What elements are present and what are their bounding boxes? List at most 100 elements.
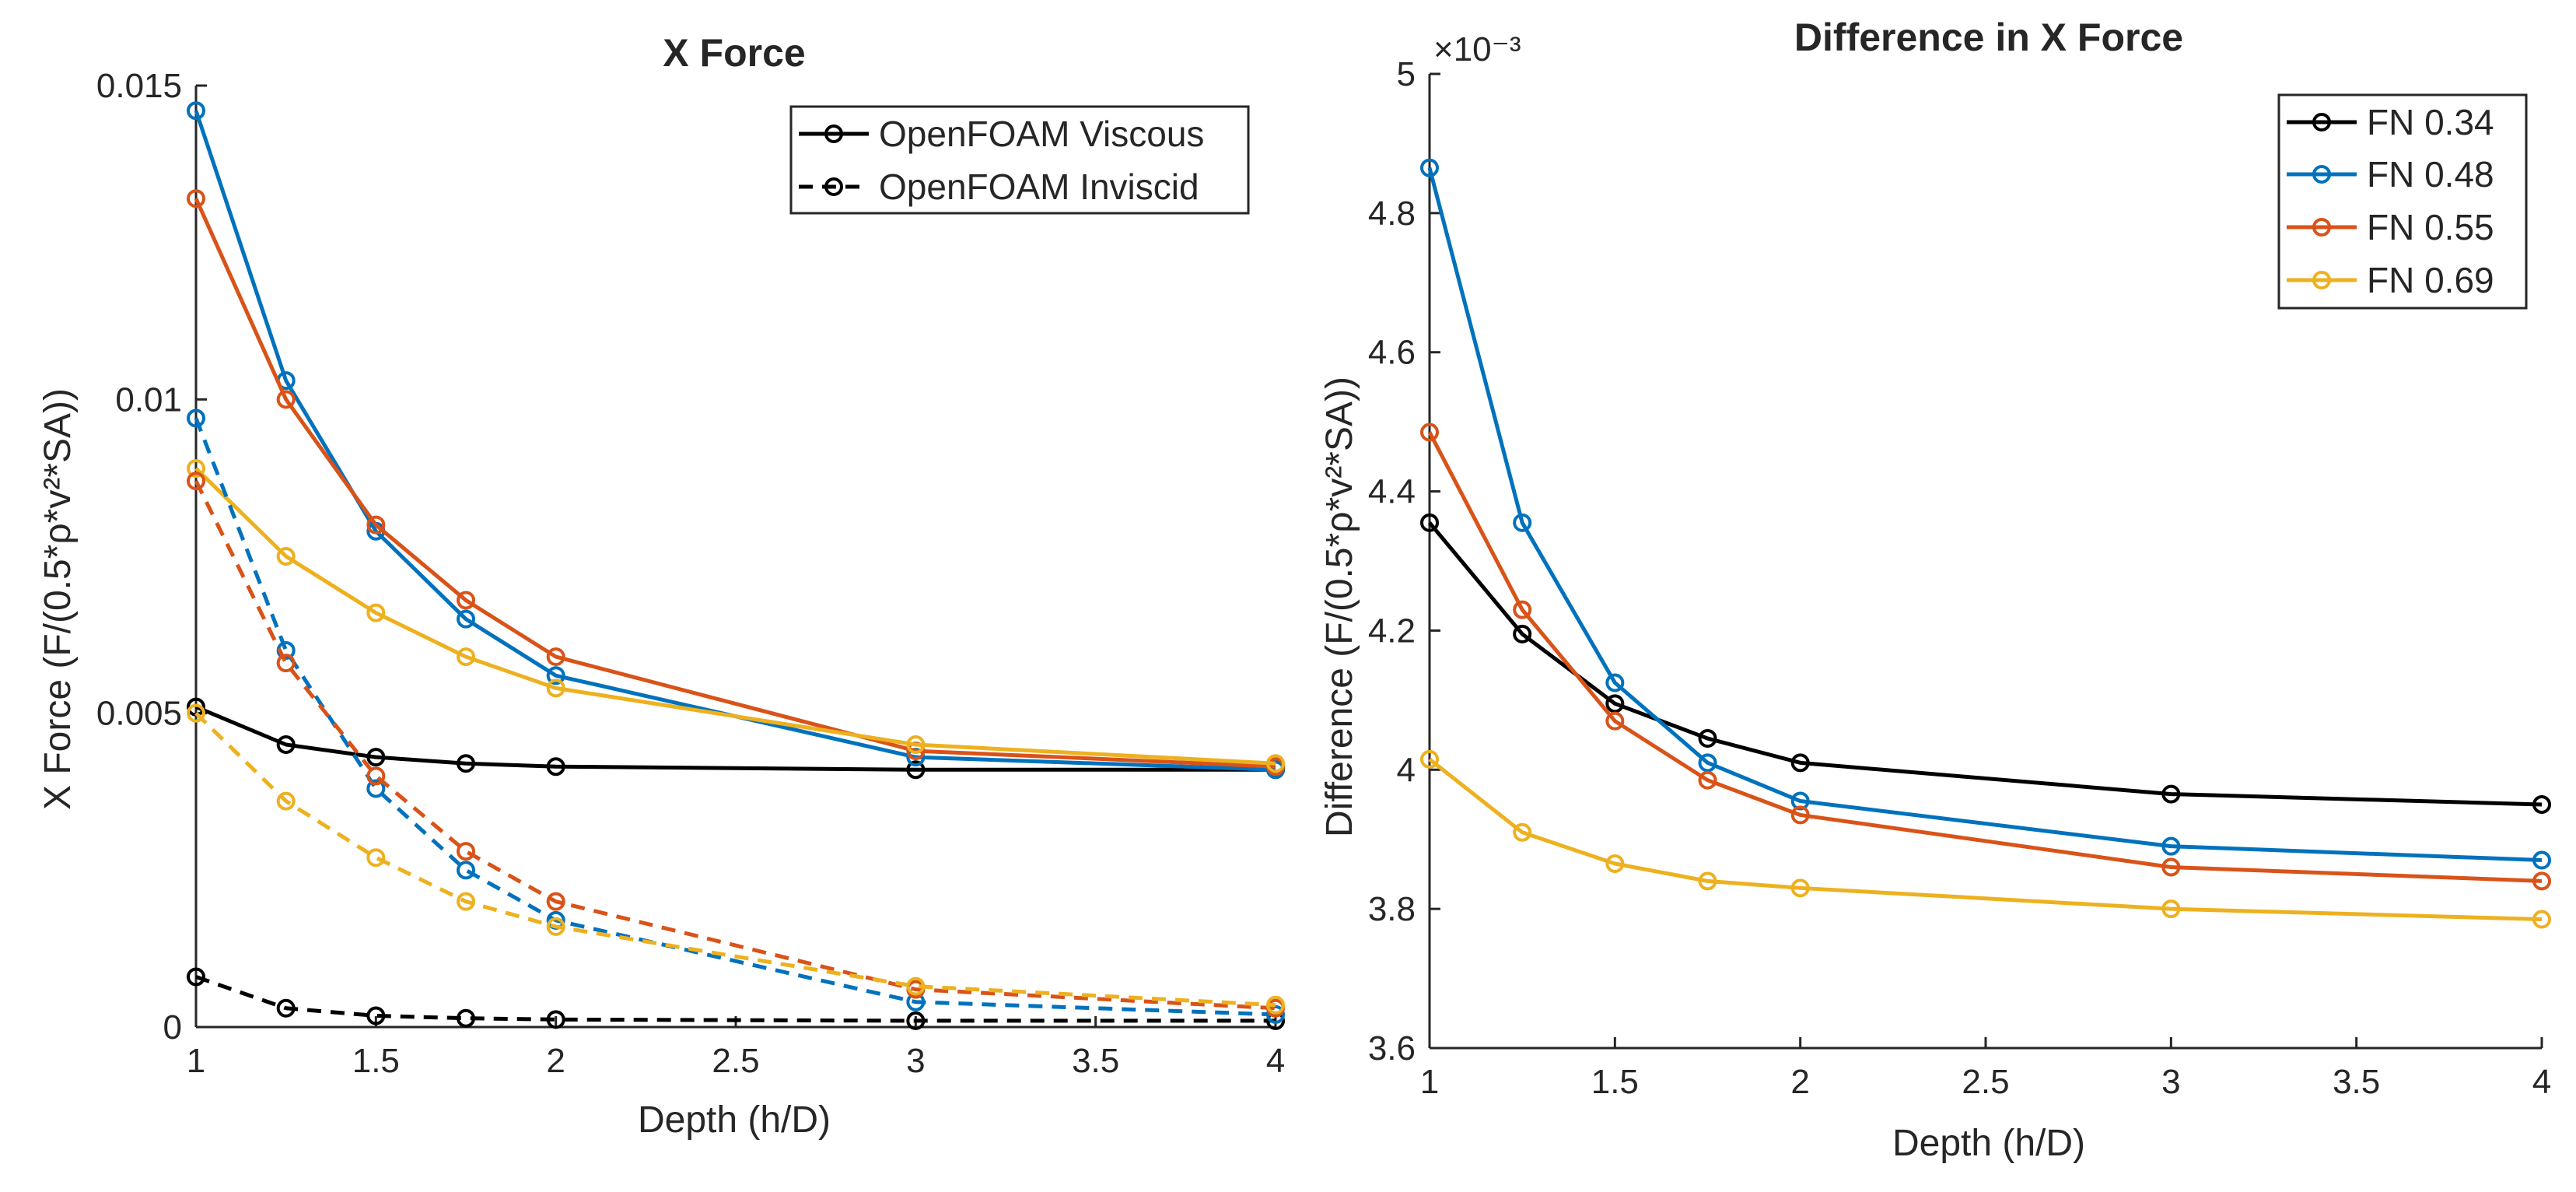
data-point-fn-0-55-inviscid — [276, 654, 296, 673]
legend-marker-inviscid — [824, 177, 843, 196]
data-point-fn-0-34 — [1420, 513, 1439, 532]
legend-label-fn069: FN 0.69 — [2367, 260, 2494, 300]
data-point-fn-0-34-inviscid — [906, 1011, 926, 1030]
x-tick-label: 3.5 — [1072, 1042, 1119, 1080]
legend-marker-fn048 — [2312, 165, 2331, 184]
x-force-chart: X Force Depth (h/D) X Force (F/(0.5*ρ*v²… — [37, 31, 1285, 1141]
data-point-fn-0-48-inviscid — [187, 408, 205, 428]
data-point-fn-0-34-inviscid — [187, 967, 205, 987]
legend-marker-fn055 — [2312, 218, 2331, 237]
data-point-fn-0-55 — [1513, 600, 1532, 619]
data-point-fn-0-34-viscous — [457, 754, 475, 773]
series-line-fn-0-55-viscous — [194, 198, 1276, 769]
y-tick-label: 4.2 — [1368, 612, 1416, 650]
y-axis-label: X Force (F/(0.5*ρ*v²*SA)) — [37, 388, 79, 810]
data-point-fn-0-55-viscous — [187, 189, 205, 209]
data-point-fn-0-69-viscous — [276, 547, 296, 566]
data-point-fn-0-55 — [1605, 711, 1625, 731]
y-tick-label: 3.6 — [1368, 1029, 1416, 1068]
series-line-fn-0-48-inviscid — [194, 417, 1276, 1017]
y-tick-label: 0 — [163, 1008, 182, 1047]
data-point-fn-0-48 — [2532, 850, 2551, 870]
data-point-fn-0-55-viscous — [276, 390, 296, 409]
x-tick-label: 2 — [546, 1042, 565, 1080]
y-tick-label: 0.015 — [96, 67, 182, 105]
data-point-fn-0-69-viscous — [187, 459, 205, 479]
data-point-fn-0-55-viscous — [366, 515, 386, 535]
x-tick-label: 3.5 — [2333, 1063, 2380, 1101]
x-tick-label: 2 — [1790, 1063, 1809, 1101]
legend-marker-viscous — [824, 124, 843, 143]
data-point-fn-0-34 — [1513, 624, 1532, 643]
x-tick-label: 1.5 — [352, 1042, 400, 1080]
data-point-fn-0-48-viscous — [457, 609, 475, 629]
data-point-fn-0-55-inviscid — [546, 892, 565, 911]
data-point-fn-0-34 — [1698, 729, 1717, 749]
data-point-fn-0-55-inviscid — [366, 766, 386, 786]
data-point-fn-0-69-inviscid — [366, 848, 386, 868]
data-point-fn-0-69-viscous — [906, 735, 926, 754]
data-point-fn-0-34 — [2532, 795, 2551, 814]
x-tick-label: 1.5 — [1591, 1063, 1639, 1101]
data-point-fn-0-48 — [1698, 753, 1717, 773]
data-point-fn-0-69-inviscid — [457, 892, 475, 911]
data-point-fn-0-34 — [2161, 784, 2181, 804]
data-point-fn-0-48-viscous — [187, 101, 205, 121]
y-tick-label: 4.8 — [1368, 195, 1416, 233]
data-point-fn-0-69-inviscid — [1266, 995, 1285, 1015]
x-tick-label: 3 — [906, 1042, 925, 1080]
data-point-fn-0-69-inviscid — [546, 917, 565, 936]
data-point-fn-0-34-viscous — [546, 757, 565, 777]
data-point-fn-0-48 — [2161, 836, 2181, 856]
data-point-fn-0-48-inviscid — [457, 861, 475, 880]
y-tick-label: 3.8 — [1368, 890, 1416, 928]
legend-marker-fn034 — [2312, 113, 2331, 131]
x-tick-label: 1 — [1420, 1063, 1439, 1101]
exponent-label: ×10⁻³ — [1433, 30, 1521, 68]
legend: OpenFOAM Viscous OpenFOAM Inviscid — [789, 105, 1250, 215]
data-point-fn-0-69-viscous — [546, 678, 565, 698]
data-point-fn-0-48-inviscid — [366, 779, 386, 798]
data-point-fn-0-69 — [1790, 878, 1810, 898]
x-tick-label: 4 — [1266, 1042, 1285, 1080]
series-line-fn-0-69-viscous — [194, 467, 1276, 766]
legend-marker-fn069 — [2312, 271, 2331, 289]
y-tick-label: 4.6 — [1368, 334, 1416, 372]
data-point-fn-0-48 — [1605, 673, 1625, 692]
data-point-fn-0-69-viscous — [457, 647, 475, 667]
data-point-fn-0-34 — [1790, 753, 1810, 773]
data-point-fn-0-69-viscous — [1266, 754, 1285, 773]
series-line-fn-0-69 — [1428, 757, 2543, 922]
series-line-fn-0-55 — [1427, 431, 2543, 883]
x-axis-label: Depth (h/D) — [638, 1099, 831, 1141]
x-axis-label: Depth (h/D) — [1892, 1123, 2085, 1164]
data-point-fn-0-69 — [2161, 899, 2181, 919]
data-point-fn-0-55-viscous — [546, 647, 565, 667]
y-tick-label: 4 — [1397, 751, 1416, 789]
series-line-fn-0-34-viscous — [195, 705, 1276, 772]
x-tick-label: 3 — [2161, 1063, 2180, 1101]
y-tick-label: 0.01 — [115, 380, 182, 419]
data-point-fn-0-34-viscous — [366, 748, 386, 767]
series-line-fn-0-48 — [1427, 167, 2543, 863]
chart-title: Difference in X Force — [1794, 16, 2183, 59]
legend-label-inviscid: OpenFOAM Inviscid — [879, 167, 1199, 207]
legend-label-fn055: FN 0.55 — [2367, 207, 2494, 247]
data-point-fn-0-69-inviscid — [276, 791, 296, 811]
data-point-fn-0-69 — [1698, 871, 1717, 891]
legend-box — [789, 105, 1250, 215]
data-point-fn-0-69 — [1605, 854, 1625, 874]
series-line-fn-0-69-inviscid — [194, 711, 1276, 1008]
data-point-fn-0-69-inviscid — [187, 703, 205, 723]
series-line-fn-0-34 — [1428, 521, 2543, 807]
data-point-fn-0-48 — [1513, 513, 1532, 532]
legend: FN 0.34 FN 0.48 FN 0.55 FN 0.69 — [2277, 93, 2528, 310]
data-point-fn-0-48-inviscid — [1266, 1004, 1285, 1024]
y-tick-label: 0.005 — [96, 695, 182, 733]
data-point-fn-0-69 — [1513, 822, 1532, 842]
y-tick-label: 4.4 — [1368, 473, 1416, 511]
data-point-fn-0-55 — [1790, 805, 1810, 825]
series-line-fn-0-55-inviscid — [194, 480, 1276, 1011]
data-point-fn-0-48 — [1790, 791, 1810, 811]
